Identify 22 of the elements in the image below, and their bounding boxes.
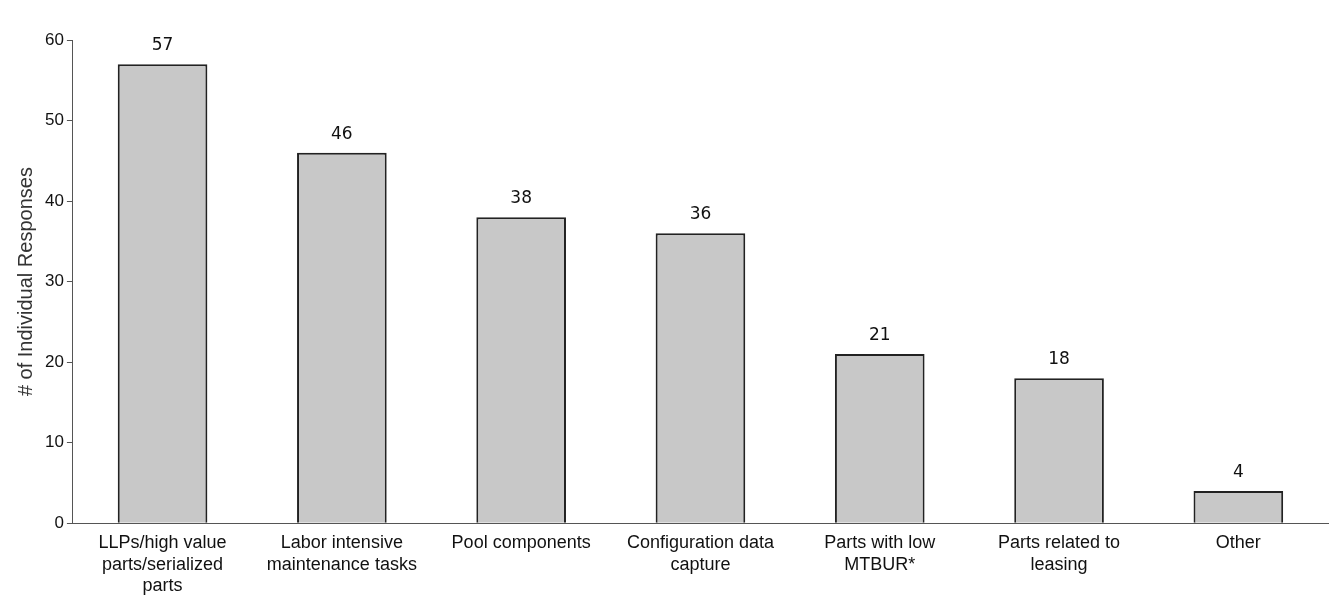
data-label: 21 [868, 324, 891, 344]
y-tick-label: 60 [44, 29, 64, 49]
data-label: 57 [151, 34, 174, 55]
y-tick-label: 30 [44, 271, 64, 291]
y-axis-title: # of Individual Responses [13, 167, 36, 397]
y-tick-label: 20 [44, 351, 64, 371]
data-label: 18 [1048, 348, 1070, 369]
data-label: 46 [331, 122, 353, 143]
x-tick-label: Configuration data capture [626, 531, 775, 574]
x-tick-label: LLPs/high value parts/serialized parts [98, 531, 227, 596]
y-tick-label: 40 [44, 190, 64, 210]
data-label: 4 [1232, 460, 1244, 481]
y-tick-label: 10 [44, 432, 64, 452]
data-label: 38 [510, 187, 532, 208]
x-tick-label: Other [1215, 531, 1261, 552]
x-tick-label: Labor intensive maintenance tasks [266, 531, 417, 574]
y-tick-label: 0 [54, 512, 64, 532]
x-tick-label: Pool components [451, 531, 591, 552]
x-tick-label: Parts related to leasing [998, 531, 1121, 574]
data-label: 36 [689, 203, 712, 224]
y-tick-label: 50 [44, 110, 64, 130]
x-tick-label: Parts with low MTBUR* [824, 531, 937, 574]
